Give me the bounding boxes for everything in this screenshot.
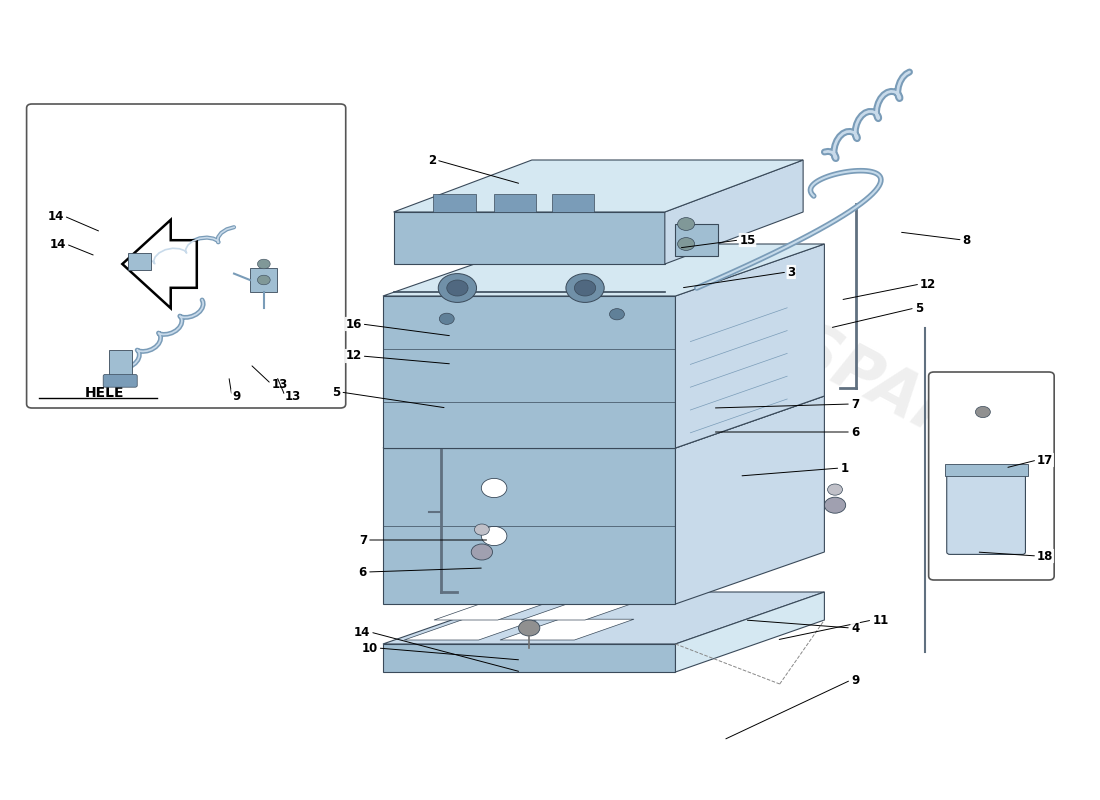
FancyBboxPatch shape (103, 374, 138, 387)
Polygon shape (664, 160, 803, 264)
Polygon shape (122, 220, 197, 308)
Text: 18: 18 (1037, 550, 1054, 562)
Circle shape (678, 218, 694, 230)
Polygon shape (383, 296, 675, 448)
Text: 8: 8 (962, 234, 971, 246)
Text: 5: 5 (332, 386, 340, 398)
Text: 3: 3 (788, 266, 795, 278)
Text: HELE: HELE (85, 386, 124, 400)
Bar (433, 194, 475, 212)
Bar (551, 194, 594, 212)
Bar (128, 253, 151, 270)
Circle shape (565, 274, 604, 302)
Text: EUROSPARES: EUROSPARES (606, 222, 1054, 498)
Text: 17: 17 (1037, 454, 1054, 466)
Circle shape (827, 484, 843, 495)
Circle shape (439, 313, 454, 325)
Polygon shape (675, 224, 718, 256)
Circle shape (482, 478, 507, 498)
Circle shape (678, 238, 694, 250)
Polygon shape (675, 244, 824, 448)
Text: 14: 14 (50, 238, 66, 250)
Text: 16: 16 (345, 318, 362, 330)
Polygon shape (675, 592, 824, 672)
Circle shape (976, 406, 990, 418)
Circle shape (257, 275, 271, 285)
Polygon shape (394, 212, 664, 264)
Text: 14: 14 (47, 210, 64, 222)
FancyBboxPatch shape (26, 104, 345, 408)
Text: 6: 6 (851, 426, 859, 438)
Circle shape (482, 526, 507, 546)
Text: 5: 5 (915, 302, 923, 314)
FancyBboxPatch shape (928, 372, 1054, 580)
Polygon shape (434, 599, 558, 620)
Circle shape (574, 280, 596, 296)
Bar (250, 268, 276, 292)
Text: 2: 2 (428, 154, 436, 166)
Text: 7: 7 (851, 398, 859, 410)
Text: 9: 9 (851, 674, 859, 686)
Polygon shape (394, 160, 803, 212)
Polygon shape (383, 644, 675, 672)
FancyBboxPatch shape (947, 470, 1025, 554)
Text: 10: 10 (362, 642, 377, 654)
Circle shape (438, 274, 476, 302)
Text: 1: 1 (840, 462, 848, 474)
Circle shape (518, 620, 540, 636)
Text: a passion for parts since 1985: a passion for parts since 1985 (434, 362, 736, 534)
Circle shape (471, 544, 493, 560)
Text: 13: 13 (272, 378, 287, 390)
Text: 9: 9 (232, 390, 240, 402)
Circle shape (447, 280, 468, 296)
Text: 12: 12 (920, 278, 936, 290)
Bar (945, 464, 1027, 476)
Text: 11: 11 (872, 614, 889, 626)
Polygon shape (521, 599, 645, 620)
Circle shape (824, 497, 846, 514)
Circle shape (257, 259, 271, 269)
Polygon shape (500, 619, 634, 640)
Text: 6: 6 (359, 566, 367, 578)
Polygon shape (675, 396, 824, 604)
Bar (494, 194, 536, 212)
Polygon shape (383, 244, 824, 296)
Polygon shape (404, 619, 538, 640)
Text: 14: 14 (354, 626, 371, 638)
Text: 13: 13 (285, 390, 301, 402)
Circle shape (474, 524, 490, 535)
Bar (109, 350, 132, 382)
Text: 4: 4 (851, 622, 859, 634)
Polygon shape (383, 448, 675, 604)
Text: 7: 7 (359, 534, 367, 546)
Circle shape (609, 309, 625, 320)
Text: 12: 12 (345, 350, 362, 362)
Polygon shape (383, 592, 824, 644)
Text: 15: 15 (739, 234, 756, 246)
Polygon shape (383, 396, 824, 448)
